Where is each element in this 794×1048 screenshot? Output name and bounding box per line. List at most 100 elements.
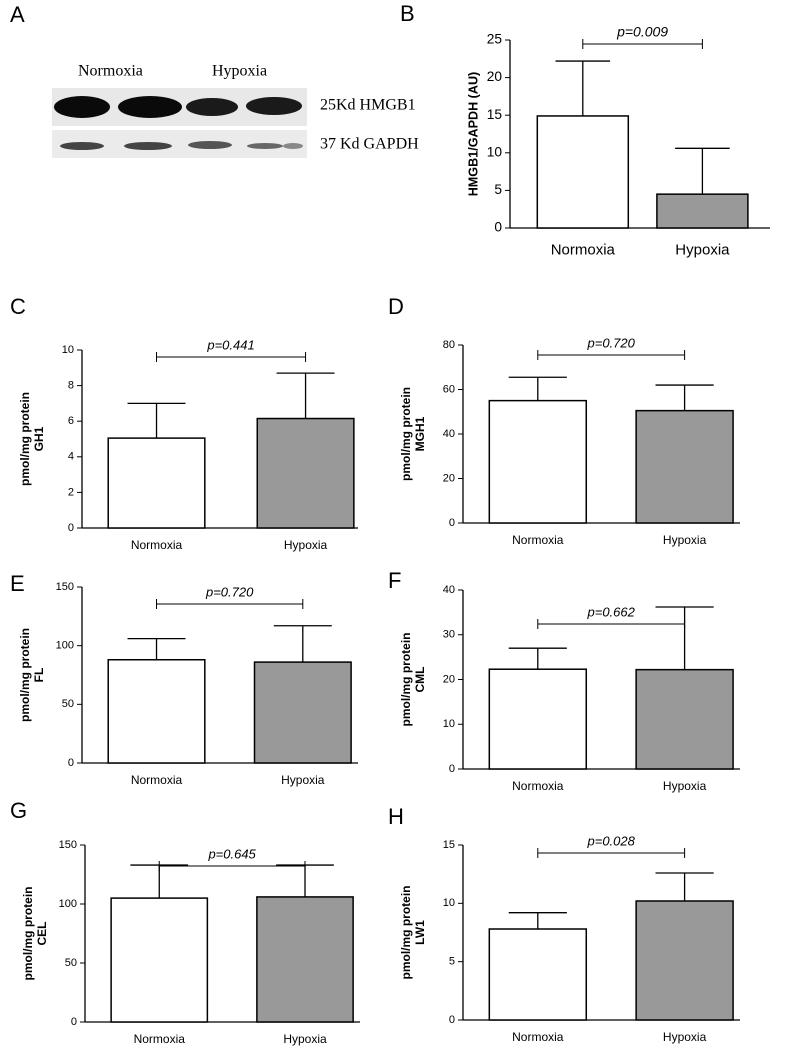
bar [656,193,749,229]
x-tick-label: Hypoxia [284,538,328,552]
bar [488,928,588,1021]
panel-letter: F [388,568,401,593]
panel-letter: C [10,294,26,319]
p-value: p=0.028 [587,833,636,848]
panel-letter: G [10,798,27,823]
y-tick-label: 20 [487,69,503,84]
y-tick-label: 10 [443,897,455,909]
y-tick-label: 25 [487,32,503,47]
bar [488,668,588,770]
panel-letter: A [10,2,25,27]
y-tick-label: 0 [68,522,74,534]
y-axis-label: MGH1 [413,416,427,451]
y-tick-label: 5 [449,956,455,968]
bar [635,409,734,524]
panel-letter: H [388,804,404,829]
y-tick-label: 0 [494,220,502,235]
p-value: p=0.645 [207,846,256,861]
y-tick-label: 0 [71,1016,77,1028]
blot-band [283,143,303,149]
x-tick-label: Normoxia [131,538,183,552]
p-value: p=0.662 [587,604,636,619]
x-tick-label: Hypoxia [663,1030,707,1044]
y-tick-label: 40 [443,584,455,596]
y-tick-label: 60 [443,383,455,395]
bar [107,658,206,764]
panel-letter: B [400,1,415,26]
bar [635,668,734,770]
blot-panel: A Normoxia Hypoxia 25Kd HMGB1 37 Kd GAPD… [10,2,419,158]
blot-band-label: 37 Kd GAPDH [320,136,419,153]
blot-group-label: Normoxia [78,63,143,80]
y-axis-label: HMGB1/GAPDH (AU) [467,72,481,197]
blot-band [124,142,172,150]
p-value: p=0.441 [206,337,254,352]
y-axis-label: LW1 [413,920,427,945]
x-tick-label: Normoxia [131,773,183,787]
y-axis-label: FL [32,668,46,683]
y-axis-label: CEL [35,922,49,946]
y-tick-label: 50 [62,698,74,710]
y-tick-label: 10 [487,144,503,159]
blot-band [118,96,182,118]
y-tick-label: 0 [449,763,455,775]
y-axis-label: CML [413,667,427,693]
x-tick-label: Normoxia [551,241,616,258]
blot-band [246,97,302,115]
y-tick-label: 50 [65,957,77,969]
blot-band [188,141,232,149]
y-tick-label: 20 [443,673,455,685]
blot-band [186,98,238,116]
x-tick-label: Hypoxia [663,533,707,547]
y-axis-label: pmol/mg protein [18,392,32,486]
x-tick-label: Normoxia [512,1030,564,1044]
x-tick-label: Hypoxia [675,241,730,258]
x-tick-label: Hypoxia [663,779,707,793]
y-tick-label: 5 [494,182,502,197]
y-tick-label: 10 [62,344,74,356]
y-tick-label: 100 [56,640,74,652]
panel-letter: D [388,294,404,319]
y-tick-label: 0 [449,1014,455,1026]
y-tick-label: 8 [68,380,74,392]
blot-band-label: 25Kd HMGB1 [320,97,416,114]
y-tick-label: 150 [59,839,77,851]
y-tick-label: 30 [443,629,455,641]
y-tick-label: 15 [443,839,455,851]
bar [488,399,588,524]
blot-band [54,96,110,118]
x-tick-label: Hypoxia [281,773,325,787]
bar [256,896,354,1023]
x-tick-label: Normoxia [512,533,564,547]
y-tick-label: 15 [487,107,503,122]
y-tick-label: 0 [449,517,455,529]
y-axis-label: pmol/mg protein [399,633,413,727]
y-tick-label: 6 [68,415,74,427]
y-axis-label: pmol/mg protein [18,628,32,722]
x-tick-label: Hypoxia [283,1032,327,1046]
y-tick-label: 0 [68,757,74,769]
y-tick-label: 40 [443,428,455,440]
y-tick-label: 2 [68,486,74,498]
bar [635,900,734,1021]
y-tick-label: 100 [59,898,77,910]
bar [536,115,630,229]
y-tick-label: 80 [443,339,455,351]
blot-band [60,142,104,150]
y-axis-label: pmol/mg protein [21,887,35,981]
p-value: p=0.720 [587,335,636,350]
bar-chart: B 0 5 10 15 20 25 HMGB1/GAPDH (AU) Normoxia Hypox… [400,1,770,258]
y-tick-label: 150 [56,581,74,593]
panel-letter: E [10,571,25,596]
y-tick-label: 10 [443,718,455,730]
p-value: p=0.009 [616,24,668,40]
y-axis-label: GH1 [32,426,46,451]
x-tick-label: Normoxia [134,1032,186,1046]
